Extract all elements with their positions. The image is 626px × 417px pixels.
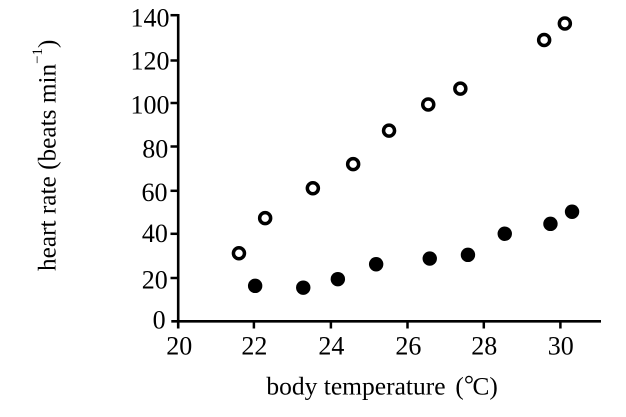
- svg-text:100: 100: [131, 91, 170, 120]
- svg-text:heart rate (beats min−1): heart rate (beats min−1): [30, 40, 61, 271]
- svg-text:24: 24: [318, 331, 344, 360]
- svg-text:20: 20: [166, 331, 192, 360]
- svg-text:30: 30: [548, 331, 574, 360]
- svg-text:28: 28: [471, 331, 497, 360]
- svg-text:26: 26: [395, 331, 421, 360]
- svg-text:(°C): (°C): [455, 370, 497, 400]
- svg-text:20: 20: [142, 265, 168, 294]
- svg-text:body temperature: body temperature: [266, 372, 445, 401]
- svg-text:60: 60: [142, 178, 168, 207]
- svg-text:22: 22: [241, 331, 267, 360]
- svg-text:40: 40: [142, 219, 168, 248]
- svg-text:80: 80: [142, 134, 168, 163]
- svg-text:120: 120: [131, 47, 170, 76]
- svg-text:140: 140: [131, 3, 170, 32]
- svg-text:0: 0: [153, 305, 166, 334]
